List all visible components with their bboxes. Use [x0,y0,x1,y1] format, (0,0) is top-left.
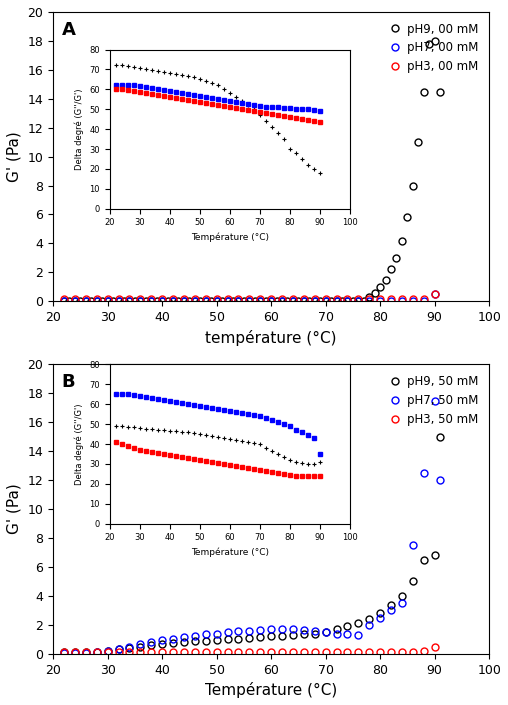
Text: B: B [62,373,76,391]
Y-axis label: G' (Pa): G' (Pa) [7,484,22,534]
Text: A: A [62,20,76,39]
Y-axis label: G' (Pa): G' (Pa) [7,131,22,182]
X-axis label: température (°C): température (°C) [205,329,337,345]
Legend: pH9, 00 mM, pH7, 00 mM, pH3, 00 mM: pH9, 00 mM, pH7, 00 mM, pH3, 00 mM [385,18,483,78]
X-axis label: Température (°C): Température (°C) [205,682,337,698]
Legend: pH9, 50 mM, pH7, 50 mM, pH3, 50 mM: pH9, 50 mM, pH7, 50 mM, pH3, 50 mM [385,370,483,431]
